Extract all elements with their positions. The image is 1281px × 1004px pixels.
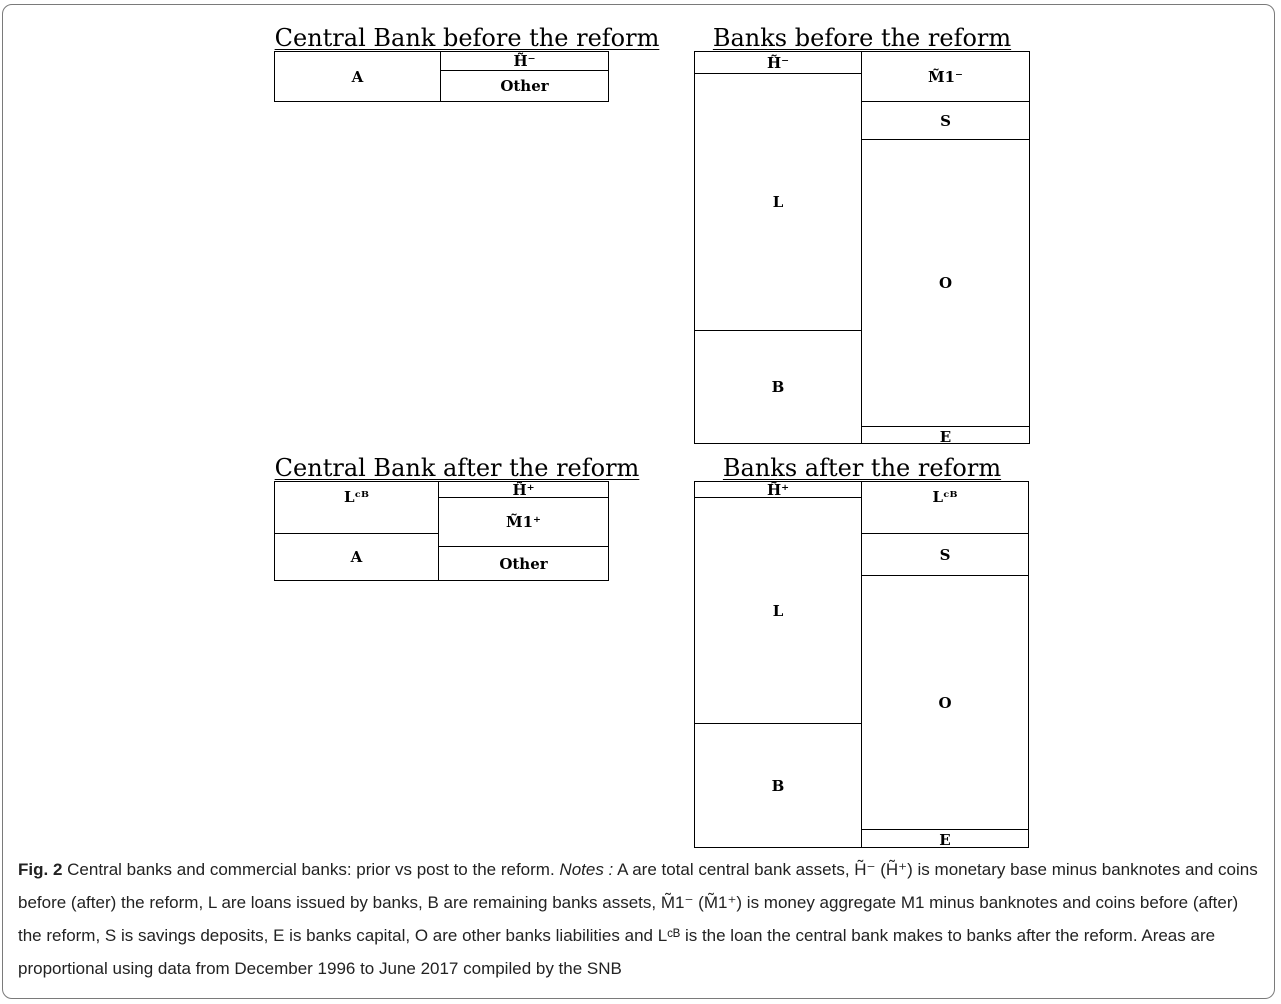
cb-before-liability-h-minus: H̃⁻ xyxy=(440,51,609,71)
banks-before-liability-m1-minus: M̃1⁻ xyxy=(861,51,1030,102)
banks-after-asset-l: L xyxy=(694,497,862,724)
cb-before-title: Central Bank before the reform xyxy=(274,24,660,52)
banks-before-liability-o: O xyxy=(861,139,1030,427)
banks-before-liability-e: E xyxy=(861,426,1030,446)
banks-before-asset-l: L xyxy=(694,73,862,331)
banks-after-asset-b: B xyxy=(694,723,862,848)
banks-after-liability-e: E xyxy=(861,829,1029,849)
cb-after-asset-a: A xyxy=(274,533,439,581)
cb-after-liability-m1-plus: M̃1⁺ xyxy=(438,497,609,547)
cb-before-liability-other: Other xyxy=(440,70,609,102)
banks-after-liability-lcb: Lᶜᴮ xyxy=(861,481,1029,534)
banks-before-asset-h-minus: H̃⁻ xyxy=(694,51,862,74)
caption-text: A are total central bank assets, H̃⁻ (H̃… xyxy=(18,860,1258,978)
banks-after-liability-s: S xyxy=(861,533,1029,576)
banks-before-liability-s: S xyxy=(861,101,1030,140)
cb-before-asset-a: A xyxy=(274,51,441,102)
figure-caption: Fig. 2 Central banks and commercial bank… xyxy=(18,853,1263,985)
caption-notes-label: Notes : xyxy=(559,860,614,879)
banks-after-liability-o: O xyxy=(861,575,1029,830)
figure-frame xyxy=(2,4,1275,999)
cb-after-title: Central Bank after the reform xyxy=(274,454,640,482)
caption-fig-label: Fig. 2 xyxy=(18,860,63,879)
banks-after-asset-h-plus: H̃⁺ xyxy=(694,481,862,499)
caption-title: Central banks and commercial banks: prio… xyxy=(67,860,555,879)
banks-before-title: Banks before the reform xyxy=(712,24,1012,52)
cb-after-liability-h-plus: H̃⁺ xyxy=(438,481,609,499)
cb-after-liability-other: Other xyxy=(438,546,609,581)
banks-after-title: Banks after the reform xyxy=(722,454,1002,482)
cb-after-asset-lcb: Lᶜᴮ xyxy=(274,481,439,534)
banks-before-asset-b: B xyxy=(694,330,862,444)
